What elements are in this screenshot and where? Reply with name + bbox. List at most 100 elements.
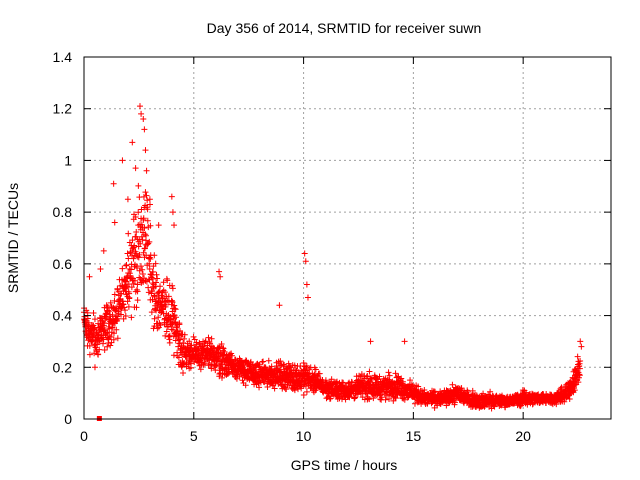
data-point (451, 399, 458, 406)
data-point (153, 271, 160, 278)
data-point (171, 222, 178, 229)
data-point (104, 307, 111, 314)
data-point (131, 277, 138, 284)
data-point (169, 285, 176, 292)
data-point (140, 193, 147, 200)
data-point (166, 339, 173, 346)
data-point (322, 377, 329, 384)
data-point (140, 249, 147, 256)
data-point (126, 270, 133, 277)
data-point (385, 369, 392, 376)
data-point (217, 273, 224, 280)
data-point (182, 353, 189, 360)
data-point (345, 380, 352, 387)
data-point (129, 237, 136, 244)
data-point (91, 316, 98, 323)
data-point (86, 273, 93, 280)
data-point (103, 329, 110, 336)
data-point (157, 322, 164, 329)
x-axis-label: GPS time / hours (291, 457, 398, 473)
data-point (141, 275, 148, 282)
data-point (300, 392, 307, 399)
data-point (122, 307, 129, 314)
data-point (190, 333, 197, 340)
y-tick-label: 1 (64, 152, 72, 168)
data-point (128, 266, 135, 273)
data-point (176, 320, 183, 327)
data-point (411, 400, 418, 407)
x-tick-label: 15 (406, 428, 422, 444)
data-point (316, 370, 323, 377)
data-point (200, 361, 207, 368)
data-point (107, 342, 114, 349)
data-point (133, 250, 140, 257)
data-point (197, 356, 204, 363)
data-point (271, 385, 278, 392)
data-point (432, 388, 439, 395)
data-point (280, 363, 287, 370)
data-point (144, 197, 151, 204)
data-point (202, 338, 209, 345)
data-point (191, 336, 198, 343)
data-point (90, 309, 97, 316)
data-point (146, 260, 153, 267)
data-point (88, 338, 95, 345)
data-point (168, 193, 175, 200)
data-point (216, 268, 223, 275)
data-point (415, 383, 422, 390)
data-point (144, 206, 151, 213)
data-point (376, 373, 383, 380)
data-point (107, 299, 114, 306)
data-point (577, 358, 584, 365)
data-point (153, 279, 160, 286)
data-point (368, 376, 375, 383)
y-tick-label: 0.4 (53, 308, 73, 324)
data-point (123, 261, 130, 268)
data-point (145, 289, 152, 296)
data-point (136, 103, 143, 110)
data-point (328, 376, 335, 383)
data-point (100, 340, 107, 347)
data-point (135, 182, 142, 189)
data-point (134, 281, 141, 288)
data-point (240, 362, 247, 369)
data-point (128, 284, 135, 291)
data-point (213, 362, 220, 369)
data-point (113, 326, 120, 333)
data-point (312, 366, 319, 373)
data-point (111, 291, 118, 298)
data-point (391, 380, 398, 387)
data-point (138, 110, 145, 117)
plot-frame (83, 56, 612, 420)
data-point (107, 333, 114, 340)
data-point (366, 368, 373, 375)
data-point (106, 308, 113, 315)
data-point (165, 293, 172, 300)
data-point (576, 371, 583, 378)
data-point (96, 346, 103, 353)
data-point (268, 363, 275, 370)
data-point (242, 382, 249, 389)
data-point (180, 370, 187, 377)
data-point (156, 288, 163, 295)
data-point (137, 240, 144, 247)
data-point (171, 302, 178, 309)
data-point (110, 336, 117, 343)
data-point (401, 338, 408, 345)
data-point (169, 209, 176, 216)
data-point (421, 386, 428, 393)
data-point (146, 201, 153, 208)
data-point (302, 258, 309, 265)
data-point (160, 279, 167, 286)
data-point (382, 396, 389, 403)
data-point (367, 338, 374, 345)
data-point (157, 309, 164, 316)
x-tick-label: 0 (80, 428, 88, 444)
data-point (226, 369, 233, 376)
data-point (218, 340, 225, 347)
data-point (154, 275, 161, 282)
data-point (131, 242, 138, 249)
data-point (120, 301, 127, 308)
data-point (576, 365, 583, 372)
